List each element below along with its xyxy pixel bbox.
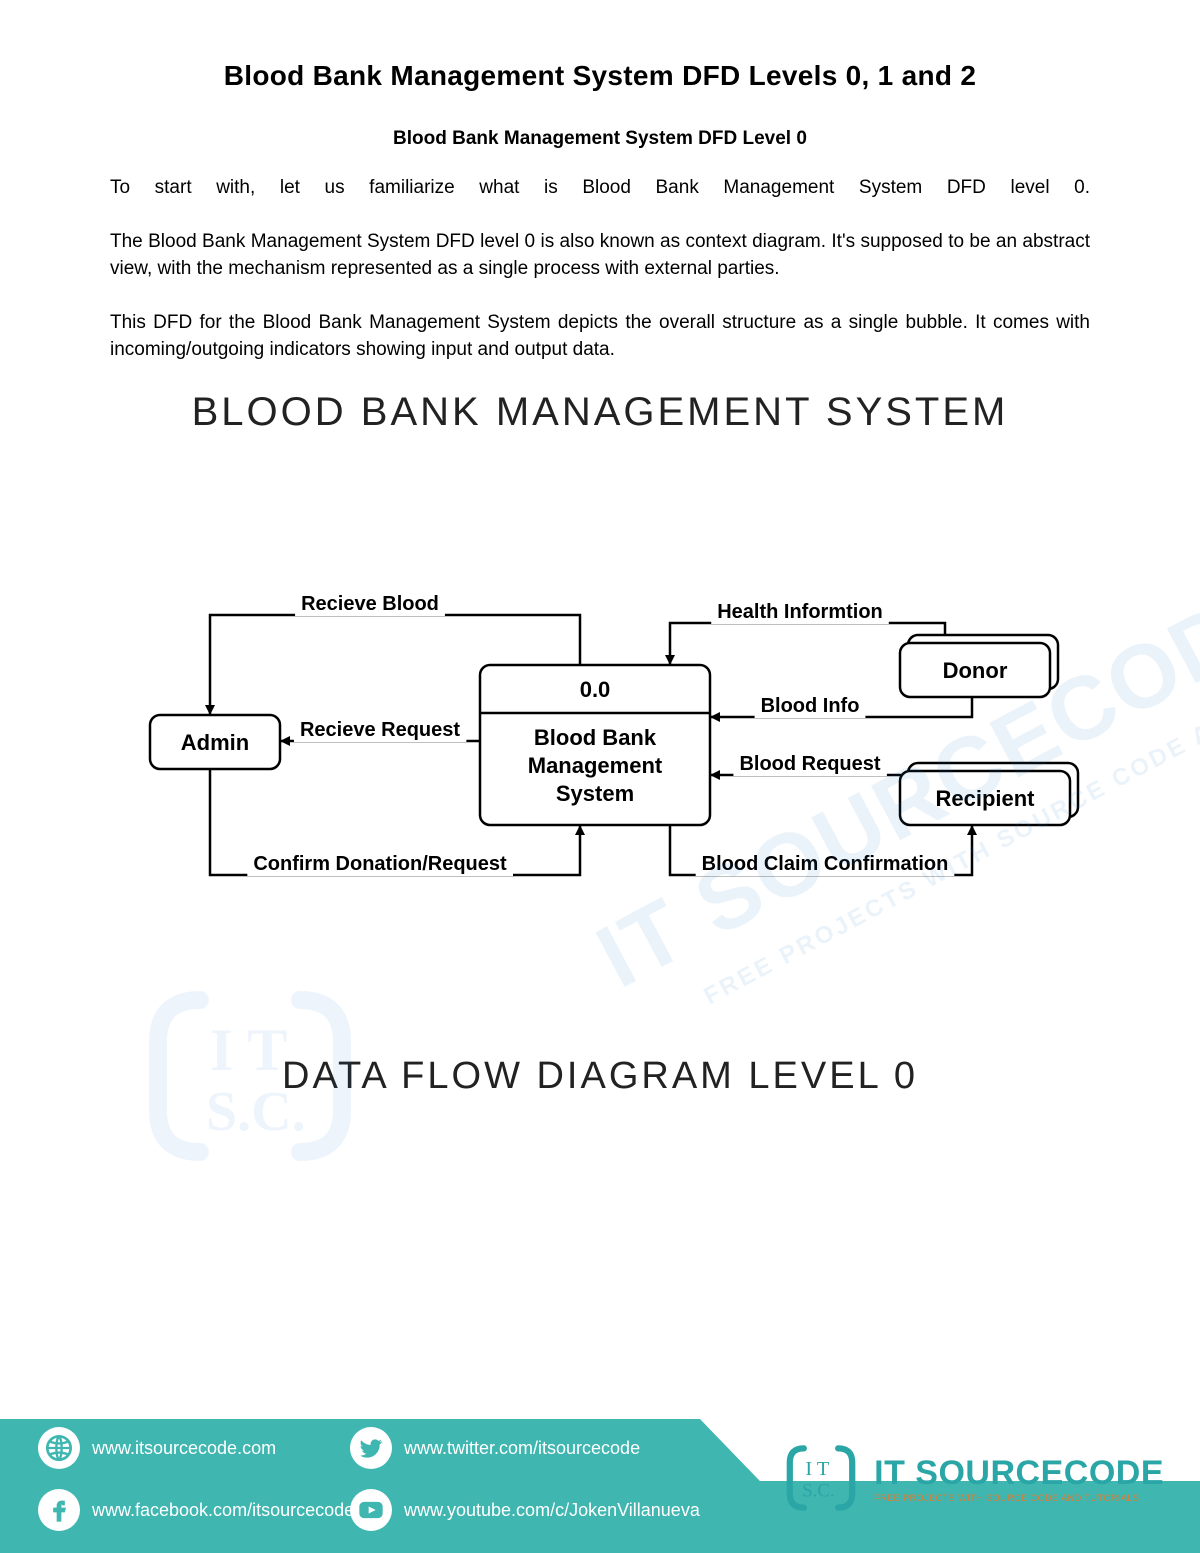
diagram-title: BLOOD BANK MANAGEMENT SYSTEM — [110, 390, 1090, 435]
svg-text:Recieve Request: Recieve Request — [300, 719, 460, 741]
svg-text:Recipient: Recipient — [935, 786, 1035, 811]
paragraph-3: This DFD for the Blood Bank Management S… — [110, 309, 1090, 364]
footer-link-youtube[interactable]: www.youtube.com/c/JokenVillanueva — [350, 1489, 700, 1531]
footer-link-facebook[interactable]: www.facebook.com/itsourcecode/ — [38, 1489, 359, 1531]
footer-link-text: www.facebook.com/itsourcecode/ — [92, 1500, 359, 1521]
footer-links-col2: www.twitter.com/itsourcecode www.youtube… — [350, 1427, 700, 1531]
footer-link-text: www.youtube.com/c/JokenVillanueva — [404, 1500, 700, 1521]
svg-text:I T: I T — [806, 1458, 830, 1480]
svg-text:Recieve Blood: Recieve Blood — [301, 593, 439, 615]
svg-text:Blood Bank: Blood Bank — [534, 725, 657, 750]
brand-logo-icon: I T S.C. — [782, 1439, 860, 1517]
svg-text:Management: Management — [528, 753, 663, 778]
footer-link-twitter[interactable]: www.twitter.com/itsourcecode — [350, 1427, 700, 1469]
section-subtitle: Blood Bank Management System DFD Level 0 — [110, 128, 1090, 150]
footer-link-text: www.itsourcecode.com — [92, 1438, 276, 1459]
youtube-icon — [350, 1489, 392, 1531]
svg-text:Blood Request: Blood Request — [739, 753, 880, 775]
footer-bar: www.itsourcecode.com www.facebook.com/it… — [0, 1401, 1200, 1553]
footer-link-text: www.twitter.com/itsourcecode — [404, 1438, 640, 1459]
svg-text:Donor: Donor — [943, 658, 1008, 683]
svg-text:Admin: Admin — [181, 730, 249, 755]
page-title: Blood Bank Management System DFD Levels … — [110, 60, 1090, 92]
paragraph-1: To start with, let us familiarize what i… — [110, 174, 1090, 202]
svg-text:System: System — [556, 781, 634, 806]
brand-name: IT SOURCECODE — [874, 1454, 1164, 1493]
svg-text:Blood Claim Confirmation: Blood Claim Confirmation — [702, 853, 949, 875]
globe-icon — [38, 1427, 80, 1469]
footer-link-website[interactable]: www.itsourcecode.com — [38, 1427, 359, 1469]
svg-text:0.0: 0.0 — [580, 677, 611, 702]
footer-brand: I T S.C. IT SOURCECODE FREE PROJECTS WIT… — [782, 1439, 1164, 1517]
facebook-icon — [38, 1489, 80, 1531]
footer-links-col1: www.itsourcecode.com www.facebook.com/it… — [38, 1427, 359, 1531]
dfd-level0-diagram: Recieve Blood Recieve Request Confirm Dona… — [110, 465, 1090, 1025]
twitter-icon — [350, 1427, 392, 1469]
diagram-container: BLOOD BANK MANAGEMENT SYSTEM IT SOURCECO… — [110, 390, 1090, 1098]
svg-text:Confirm Donation/Request: Confirm Donation/Request — [253, 853, 507, 875]
svg-text:S.C.: S.C. — [802, 1481, 834, 1502]
brand-tagline: FREE PROJECTS WITH SOURCE CODE AND TUTOR… — [874, 1493, 1164, 1503]
svg-text:Health Informtion: Health Informtion — [717, 601, 883, 623]
diagram-footer-label: DATA FLOW DIAGRAM LEVEL 0 — [110, 1055, 1090, 1098]
paragraph-2: The Blood Bank Management System DFD lev… — [110, 228, 1090, 283]
svg-text:Blood Info: Blood Info — [761, 695, 860, 717]
